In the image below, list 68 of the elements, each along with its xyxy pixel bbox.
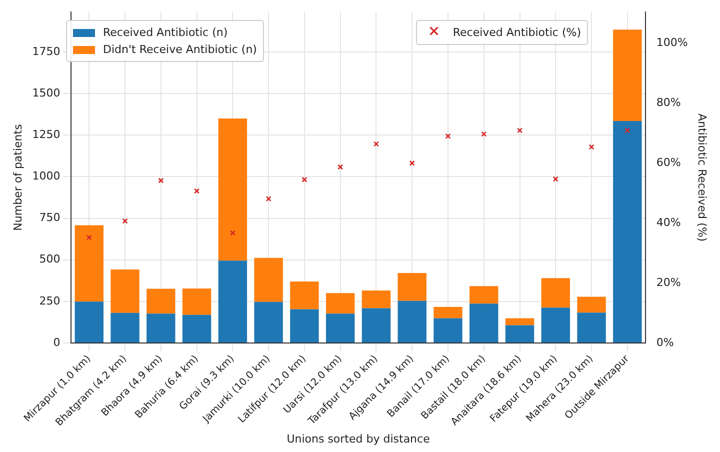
point [624,128,630,134]
y2-tick-label: 80% [656,96,681,110]
y-tick-label: 250 [39,294,60,308]
y-tick-label: 1750 [32,44,60,58]
y-tick-label: 1500 [32,86,60,100]
point [552,176,558,182]
bar [505,325,534,343]
point [122,218,128,224]
y2-tick-label: 20% [656,276,681,289]
bar [398,300,426,343]
bar [110,312,140,343]
y-tick-label: 750 [39,211,60,224]
bar [74,302,104,343]
y2-tick-label: 40% [656,216,681,229]
legend-label: Received Antibiotic (%) [452,26,581,39]
point [302,176,308,182]
point [230,230,236,236]
y2-tick-label: 60% [656,156,681,169]
bar [254,302,283,343]
y2-tick-label: 100% [656,36,688,50]
y-tick-label: 1000 [32,170,60,183]
bar [362,290,391,308]
point [266,196,272,202]
bar [577,296,606,313]
bar [541,278,570,308]
bar [434,306,462,318]
legend-label: Received Antibiotic (n) [103,26,228,39]
bar [146,314,176,343]
point [445,133,451,139]
bar [182,288,212,315]
bar [398,272,426,301]
point [194,188,200,194]
point [158,178,164,184]
bar [613,30,642,121]
y-tick-label: 500 [39,252,60,266]
bar [182,314,212,343]
legend-label: Didn't Receive Antibiotic (n) [103,43,257,56]
point [588,144,594,150]
y-axis-title: Number of patients [11,124,24,231]
bar [146,288,176,314]
bar [218,118,248,261]
bar [470,286,498,304]
point [481,131,487,137]
point [516,128,523,134]
point [373,141,379,147]
x-axis-title: Unions sorted by distance [286,432,430,446]
bar [326,293,355,314]
bar [362,308,391,343]
y2-tick-label: 0% [656,336,674,349]
bar [613,120,642,343]
bar [254,258,283,302]
bar [218,260,248,343]
point [338,164,344,170]
point [409,160,415,166]
bar [290,281,319,310]
bar [470,304,498,343]
y2-axis-title: Antibiotic Received (%) [696,113,709,242]
bar [110,269,140,313]
bar [74,225,104,302]
bar [577,312,606,343]
bar [541,308,570,343]
bar [326,314,355,343]
bar [505,318,534,326]
y-tick-label: 1250 [32,128,60,141]
bar [290,309,319,343]
y-tick-label: 0 [53,336,60,349]
point [86,234,92,240]
bar [434,318,462,343]
